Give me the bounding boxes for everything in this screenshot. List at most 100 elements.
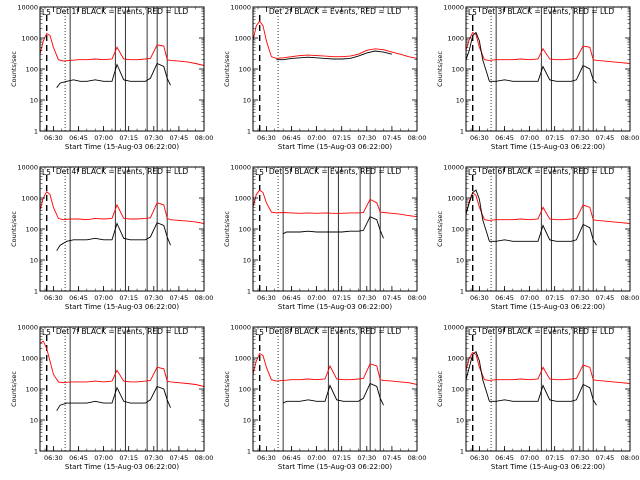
series-events [465,350,597,406]
y-tick-label: 100 [239,66,251,74]
y-tick-label: 10 [456,257,464,265]
y-tick-label: 1000 [447,355,464,363]
y-axis-label: Counts/sec [223,371,231,407]
series-lld [39,190,205,224]
y-tick-label: 10000 [230,4,251,12]
x-tick-label: 07:15 [119,134,138,142]
plot-frame [465,326,631,452]
y-tick-label: 1000 [447,35,464,43]
x-tick-label: 07:45 [383,454,402,462]
y-axis-label: Counts/sec [436,371,444,407]
series-events [465,31,597,84]
panel-det-7: 1 10 100 1000 10000 06:30 06:45 07:00 07:15 07:30… [10,324,213,472]
panel-det-3: 1 10 100 1000 10000 06:30 06:45 07:00 07:15 07:30… [436,4,639,152]
y-tick-label: 100 [452,226,464,234]
y-tick-label: 100 [239,386,251,394]
x-tick-label: 07:30 [144,134,163,142]
corner-label: L5 [255,328,264,337]
y-tick-label: 1000 [234,195,251,203]
x-tick-label: 07:15 [332,454,351,462]
x-tick-label: 07:45 [596,454,615,462]
y-tick-label: 1 [247,128,251,136]
series-lld [252,20,418,59]
series-events [282,216,384,239]
corner-label: L5 [255,168,264,177]
x-tick-label: 08:00 [408,294,427,302]
x-tick-label: 08:00 [195,134,214,142]
y-tick-label: 10 [456,417,464,425]
y-tick-label: 1000 [21,35,38,43]
x-tick-label: 06:30 [44,294,63,302]
panel-det-5: 1 10 100 1000 10000 06:30 06:45 07:00 07:15 07:30… [223,164,426,312]
x-tick-label: 07:30 [144,454,163,462]
x-tick-label: 06:45 [495,454,514,462]
y-tick-label: 1000 [447,195,464,203]
x-tick-label: 07:15 [545,134,564,142]
x-tick-label: 07:00 [307,294,326,302]
y-tick-label: 100 [239,226,251,234]
y-axis-label: Counts/sec [10,51,18,87]
series-events [56,222,171,251]
y-axis-label: Counts/sec [436,211,444,247]
y-tick-label: 1 [34,128,38,136]
x-tick-label: 08:00 [195,294,214,302]
y-tick-label: 1000 [21,195,38,203]
series-lld [465,351,631,384]
y-tick-label: 1 [460,128,464,136]
y-tick-label: 1 [460,288,464,296]
y-tick-label: 10 [243,417,251,425]
series-events [56,62,171,88]
y-tick-label: 1 [34,288,38,296]
chart-title: Det 3f BLACK = Events, RED = LLD [482,7,615,16]
x-tick-label: 06:30 [257,294,276,302]
x-tick-label: 06:45 [69,454,88,462]
x-tick-label: 07:15 [332,134,351,142]
x-tick-label: 08:00 [408,134,427,142]
series-lld [465,31,631,64]
x-tick-label: 06:30 [257,454,276,462]
y-tick-label: 10 [456,97,464,105]
series-lld [252,352,418,385]
y-tick-label: 10 [243,97,251,105]
y-tick-label: 100 [26,66,38,74]
series-lld [465,191,631,224]
corner-label: L5 [42,168,51,177]
y-tick-label: 10 [243,257,251,265]
x-tick-label: 07:15 [119,454,138,462]
plot-frame [252,6,418,132]
series-events [465,189,597,246]
series-lld [39,340,205,387]
panel-det-8: 1 10 100 1000 10000 06:30 06:45 07:00 07:15 07:30… [223,324,426,472]
x-axis-label: Start Time (15-Aug-03 06:22:00) [491,143,605,151]
plot-frame [39,6,205,132]
y-tick-label: 10000 [230,324,251,332]
x-tick-label: 07:15 [545,294,564,302]
y-axis-label: Counts/sec [223,51,231,87]
y-tick-label: 10000 [17,324,38,332]
x-tick-label: 06:30 [470,454,489,462]
y-tick-label: 10 [30,97,38,105]
plot-frame [252,326,418,452]
panel-det-4: 1 10 100 1000 10000 06:30 06:45 07:00 07:15 07:30… [10,164,213,312]
y-axis-label: Counts/sec [10,371,18,407]
y-tick-label: 100 [452,386,464,394]
y-tick-label: 100 [26,226,38,234]
x-tick-label: 07:30 [144,294,163,302]
chart-title: Det 4f BLACK = Events, RED = LLD [56,167,189,176]
x-tick-label: 07:30 [357,454,376,462]
x-tick-label: 07:00 [94,454,113,462]
x-tick-label: 06:45 [495,294,514,302]
corner-label: L5 [42,8,51,17]
x-tick-label: 07:00 [520,454,539,462]
x-tick-label: 07:15 [119,294,138,302]
series-events [282,382,384,406]
y-tick-label: 10000 [443,324,464,332]
x-tick-label: 08:00 [195,454,214,462]
x-tick-label: 06:30 [470,134,489,142]
y-tick-label: 1 [460,448,464,456]
panel-det-6: 1 10 100 1000 10000 06:30 06:45 07:00 07:15 07:30… [436,164,639,312]
x-tick-label: 06:30 [44,454,63,462]
y-tick-label: 10 [30,417,38,425]
panel-det-1: 1 10 100 1000 10000 06:30 06:45 07:00 07:15 07:30… [10,4,213,152]
